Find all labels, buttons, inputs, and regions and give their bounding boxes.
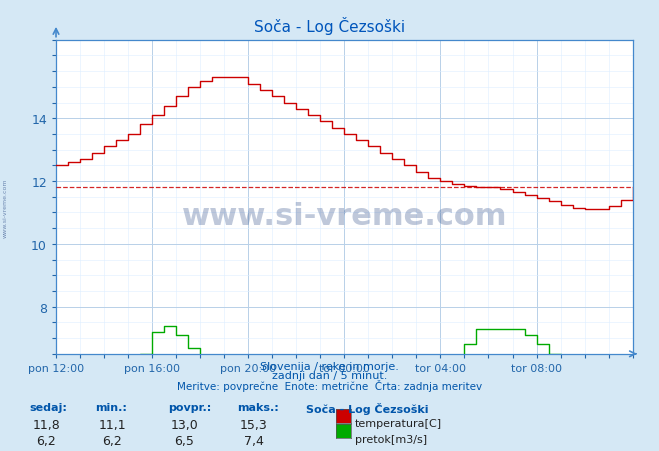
Text: maks.:: maks.: (237, 402, 279, 412)
Text: 7,4: 7,4 (244, 434, 264, 447)
Text: 6,2: 6,2 (102, 434, 122, 447)
Text: temperatura[C]: temperatura[C] (355, 419, 442, 428)
Text: 11,1: 11,1 (98, 419, 126, 432)
Text: Meritve: povprečne  Enote: metrične  Črta: zadnja meritev: Meritve: povprečne Enote: metrične Črta:… (177, 379, 482, 391)
Text: min.:: min.: (96, 402, 127, 412)
Text: zadnji dan / 5 minut.: zadnji dan / 5 minut. (272, 370, 387, 380)
Text: 13,0: 13,0 (171, 419, 198, 432)
Text: www.si-vreme.com: www.si-vreme.com (182, 202, 507, 230)
Text: Soča - Log Čezsoški: Soča - Log Čezsoški (254, 17, 405, 35)
Text: 6,5: 6,5 (175, 434, 194, 447)
Text: www.si-vreme.com: www.si-vreme.com (3, 178, 8, 237)
Text: sedaj:: sedaj: (30, 402, 67, 412)
Text: 11,8: 11,8 (32, 419, 60, 432)
Text: 6,2: 6,2 (36, 434, 56, 447)
Text: pretok[m3/s]: pretok[m3/s] (355, 434, 426, 444)
Text: Soča - Log Čezsoški: Soča - Log Čezsoški (306, 402, 429, 414)
Text: povpr.:: povpr.: (168, 402, 212, 412)
Text: 15,3: 15,3 (240, 419, 268, 432)
Text: Slovenija / reke in morje.: Slovenija / reke in morje. (260, 361, 399, 371)
